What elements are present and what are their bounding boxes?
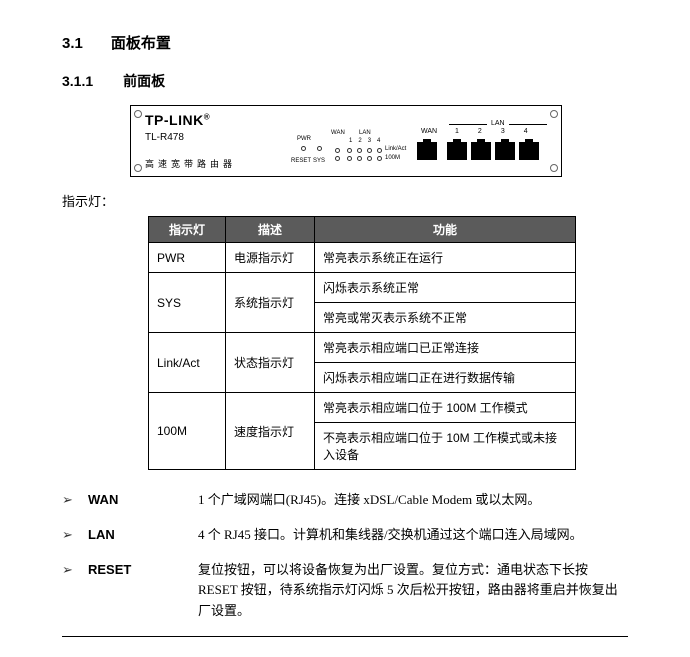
lan-line-right [509,124,547,125]
cell-func: 闪烁表示相应端口正在进行数据传输 [315,363,576,393]
led-label-reset: RESET [291,158,311,164]
cell-func: 常亮表示相应端口位于 100M 工作模式 [315,393,576,423]
desc-reset: 复位按钮，可以将设备恢复为出厂设置。复位方式：通电状态下长按 RESET 按钮，… [198,560,628,622]
led-dot [357,156,362,161]
led-label-pwr: PWR [297,136,311,142]
cell-desc: 系统指示灯 [226,273,315,333]
led-dot [377,148,382,153]
screw-icon [550,110,558,118]
port-label-wan: WAN [421,128,437,135]
led-dot [347,148,352,153]
port-num: 1 [455,128,459,135]
rj45-port [519,142,539,160]
cell-name: 100M [149,393,226,470]
cell-func: 常亮表示系统正在运行 [315,243,576,273]
led-dot [301,146,306,151]
product-subtitle: 高速宽带路由器 [145,157,236,170]
bullet-arrow-icon: ➢ [62,525,88,546]
desc-wan: 1 个广域网端口(RJ45)。连接 xDSL/Cable Modem 或以太网。 [198,490,628,511]
cell-name: PWR [149,243,226,273]
heading-3-1: 3.1 面板布置 [62,32,628,53]
th-function: 功能 [315,217,576,243]
led-num: 3 [368,138,371,144]
cell-func: 闪烁表示系统正常 [315,273,576,303]
port-num: 4 [524,128,528,135]
led-label-lan: LAN [359,130,371,136]
bullet-arrow-icon: ➢ [62,490,88,511]
led-num: 2 [358,138,361,144]
cell-desc: 速度指示灯 [226,393,315,470]
heading-3-1-1-number: 3.1.1 [62,73,93,89]
led-dot [367,148,372,153]
port-lan-numbers: 1 2 3 4 [455,128,528,135]
indicator-table: 指示灯 描述 功能 PWR 电源指示灯 常亮表示系统正在运行 SYS 系统指示灯… [148,216,576,470]
bullet-arrow-icon: ➢ [62,560,88,581]
cell-desc: 电源指示灯 [226,243,315,273]
port-num: 3 [501,128,505,135]
cell-name: Link/Act [149,333,226,393]
port-definitions: ➢ WAN 1 个广域网端口(RJ45)。连接 xDSL/Cable Modem… [62,490,628,622]
cell-func: 不亮表示相应端口位于 10M 工作模式或未接入设备 [315,423,576,470]
indicator-caption: 指示灯： [62,191,628,210]
led-num: 1 [349,138,352,144]
front-panel-figure: TP-LINK® TL-R478 高速宽带路由器 PWR RESET SYS W… [130,105,560,177]
table-row: 100M 速度指示灯 常亮表示相应端口位于 100M 工作模式 [149,393,576,423]
screw-icon [134,110,142,118]
led-dot [347,156,352,161]
rj45-port [417,142,437,160]
model-number: TL-R478 [145,132,184,143]
definition-row: ➢ WAN 1 个广域网端口(RJ45)。连接 xDSL/Cable Modem… [62,490,628,511]
term-wan: WAN [88,490,198,511]
th-indicator: 指示灯 [149,217,226,243]
router-front-panel: TP-LINK® TL-R478 高速宽带路由器 PWR RESET SYS W… [130,105,562,177]
led-dot [357,148,362,153]
heading-3-1-number: 3.1 [62,35,83,52]
led-label-wan: WAN [331,130,345,136]
led-label-100m: 100M [385,155,400,161]
led-dot [317,146,322,151]
term-lan: LAN [88,525,198,546]
cell-func: 常亮表示相应端口已正常连接 [315,333,576,363]
led-num: 4 [377,138,380,144]
led-label-linkact: Link/Act [385,146,406,152]
th-description: 描述 [226,217,315,243]
cell-desc: 状态指示灯 [226,333,315,393]
rj45-port [471,142,491,160]
brand-logo: TP-LINK® [145,112,210,128]
table-row: SYS 系统指示灯 闪烁表示系统正常 [149,273,576,303]
table-row: Link/Act 状态指示灯 常亮表示相应端口已正常连接 [149,333,576,363]
document-page: 3.1 面板布置 3.1.1 前面板 TP-LINK® TL-R478 高速宽带路由… [0,0,690,657]
screw-icon [550,164,558,172]
footer-divider [62,636,628,637]
led-label-sys: SYS [313,158,325,164]
heading-3-1-1-title: 前面板 [123,73,165,89]
table-row: PWR 电源指示灯 常亮表示系统正在运行 [149,243,576,273]
term-reset: RESET [88,560,198,581]
definition-row: ➢ LAN 4 个 RJ45 接口。计算机和集线器/交换机通过这个端口连入局域网… [62,525,628,546]
led-dot [367,156,372,161]
port-label-lan: LAN [491,120,505,127]
cell-name: SYS [149,273,226,333]
led-lan-numbers: 1 2 3 4 [349,138,380,144]
lan-line-left [449,124,487,125]
screw-icon [134,164,142,172]
brand-text: TP-LINK [145,112,204,128]
heading-3-1-1: 3.1.1 前面板 [62,71,628,91]
led-dot [377,156,382,161]
desc-lan: 4 个 RJ45 接口。计算机和集线器/交换机通过这个端口连入局域网。 [198,525,628,546]
led-dot [335,148,340,153]
cell-func: 常亮或常灭表示系统不正常 [315,303,576,333]
rj45-port [447,142,467,160]
brand-registered: ® [204,112,210,121]
definition-row: ➢ RESET 复位按钮，可以将设备恢复为出厂设置。复位方式：通电状态下长按 R… [62,560,628,622]
rj45-port [495,142,515,160]
heading-3-1-title: 面板布置 [111,35,171,52]
led-dot [335,156,340,161]
port-num: 2 [478,128,482,135]
